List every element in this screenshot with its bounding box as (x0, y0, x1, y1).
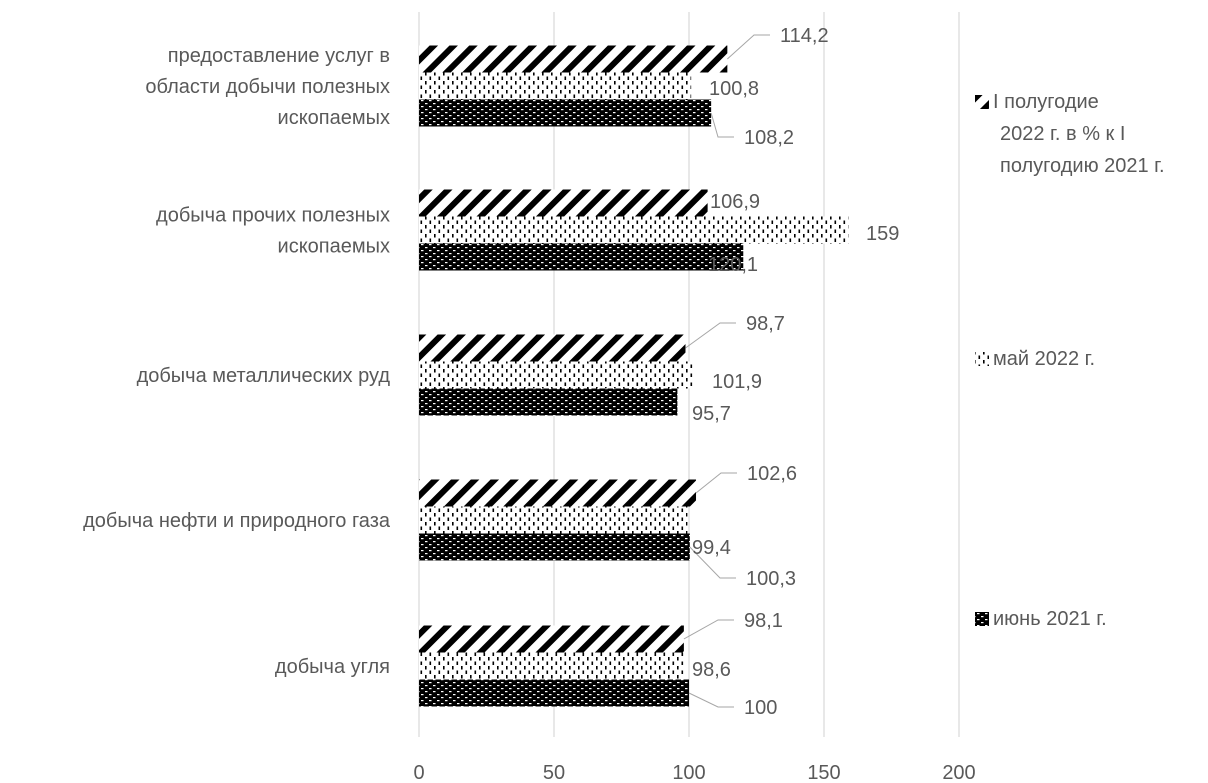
category-label: ископаемых (278, 107, 390, 129)
category-label: добыча нефти и природного газа (83, 510, 391, 532)
data-label: 100 (744, 697, 777, 719)
leader-line (710, 112, 734, 138)
data-label: 98,1 (744, 610, 783, 632)
x-tick-label: 50 (543, 762, 565, 783)
legend-swatch (975, 352, 989, 366)
data-label: 120,1 (708, 254, 758, 276)
legend-label: I полугодие (993, 91, 1099, 113)
data-label: 114,2 (780, 25, 829, 47)
bar-brick (419, 679, 689, 707)
leader-line (685, 322, 736, 349)
leader-line (683, 619, 734, 640)
leader-line (688, 692, 734, 708)
category-label: добыча металлических руд (137, 365, 391, 387)
x-tick-label: 200 (942, 762, 975, 783)
legend-swatch (975, 612, 989, 626)
bar-dotted-vertical (419, 216, 849, 244)
leader-line (727, 34, 770, 60)
category-label: добыча угля (275, 656, 390, 678)
x-tick-label: 100 (672, 762, 705, 783)
bar-brick (419, 533, 690, 561)
category-label: добыча прочих полезных (156, 205, 390, 227)
bar-brick (419, 99, 712, 127)
data-label: 108,2 (744, 127, 794, 149)
leader-line (695, 472, 737, 494)
data-label: 100,8 (709, 78, 759, 100)
data-label: 95,7 (692, 403, 731, 425)
data-label: 98,7 (746, 313, 785, 335)
data-label: 102,6 (747, 463, 797, 485)
legend-label: 2022 г. в % к I (1000, 123, 1125, 145)
bar-diagonal-stripes (419, 334, 686, 362)
legend-label: май 2022 г. (993, 348, 1095, 370)
category-label: предоставление услуг в (168, 45, 390, 67)
bar-brick (419, 388, 678, 416)
legend-label: полугодию 2021 г. (1000, 155, 1165, 177)
x-axis-tick-labels: 0 50 100 150 200 (413, 762, 975, 783)
bar-diagonal-stripes (419, 45, 728, 73)
bar-diagonal-stripes (419, 625, 684, 653)
bar-dotted-vertical (419, 361, 695, 389)
data-label: 106,9 (710, 191, 760, 213)
data-label: 100,3 (746, 568, 796, 590)
data-label: 101,9 (712, 371, 762, 393)
data-label: 99,4 (692, 537, 731, 559)
bar-dotted-vertical (419, 652, 686, 680)
bars-group (419, 45, 849, 707)
legend-swatch (975, 95, 989, 109)
leader-lines (683, 34, 770, 708)
x-tick-label: 0 (413, 762, 424, 783)
data-labels: 114,2 100,8 108,2 106,9 159 120,1 98,7 101,9 95,… (692, 25, 899, 719)
bar-diagonal-stripes (419, 479, 697, 507)
category-label: области добычи полезных (145, 76, 390, 98)
data-label: 98,6 (692, 659, 731, 681)
legend-label: июнь 2021 г. (993, 608, 1107, 630)
legend: I полугодие 2022 г. в % к I полугодию 2021… (975, 91, 1165, 630)
x-tick-label: 150 (807, 762, 840, 783)
bar-dotted-vertical (419, 506, 688, 534)
data-label: 159 (866, 223, 899, 245)
category-labels: предоставление услуг в области добычи пол… (83, 45, 391, 678)
category-label: ископаемых (278, 236, 390, 258)
bar-diagonal-stripes (419, 189, 708, 217)
bar-dotted-vertical (419, 72, 692, 100)
bar-brick (419, 243, 744, 271)
leader-line (689, 546, 736, 579)
